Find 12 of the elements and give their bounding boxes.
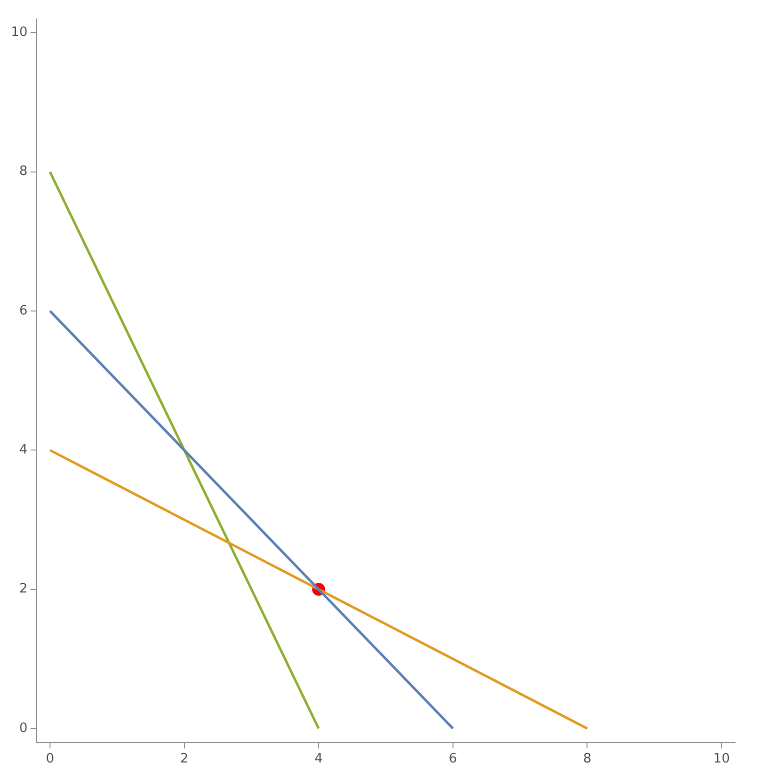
- y-tick-label: 4: [19, 442, 28, 458]
- x-tick-label: 10: [713, 752, 730, 767]
- y-tick-label: 6: [19, 303, 28, 318]
- x-tick-label: 6: [448, 752, 458, 767]
- y-tick-label: 0: [19, 720, 28, 736]
- y-tick-label: 10: [10, 25, 28, 40]
- x-tick-label: 0: [46, 752, 54, 767]
- y-tick-label: 8: [19, 164, 28, 180]
- x-tick-label: 4: [314, 752, 323, 767]
- y-tick-label: 2: [19, 582, 28, 597]
- x-tick-label: 8: [583, 752, 592, 767]
- x-tick-label: 2: [180, 752, 188, 767]
